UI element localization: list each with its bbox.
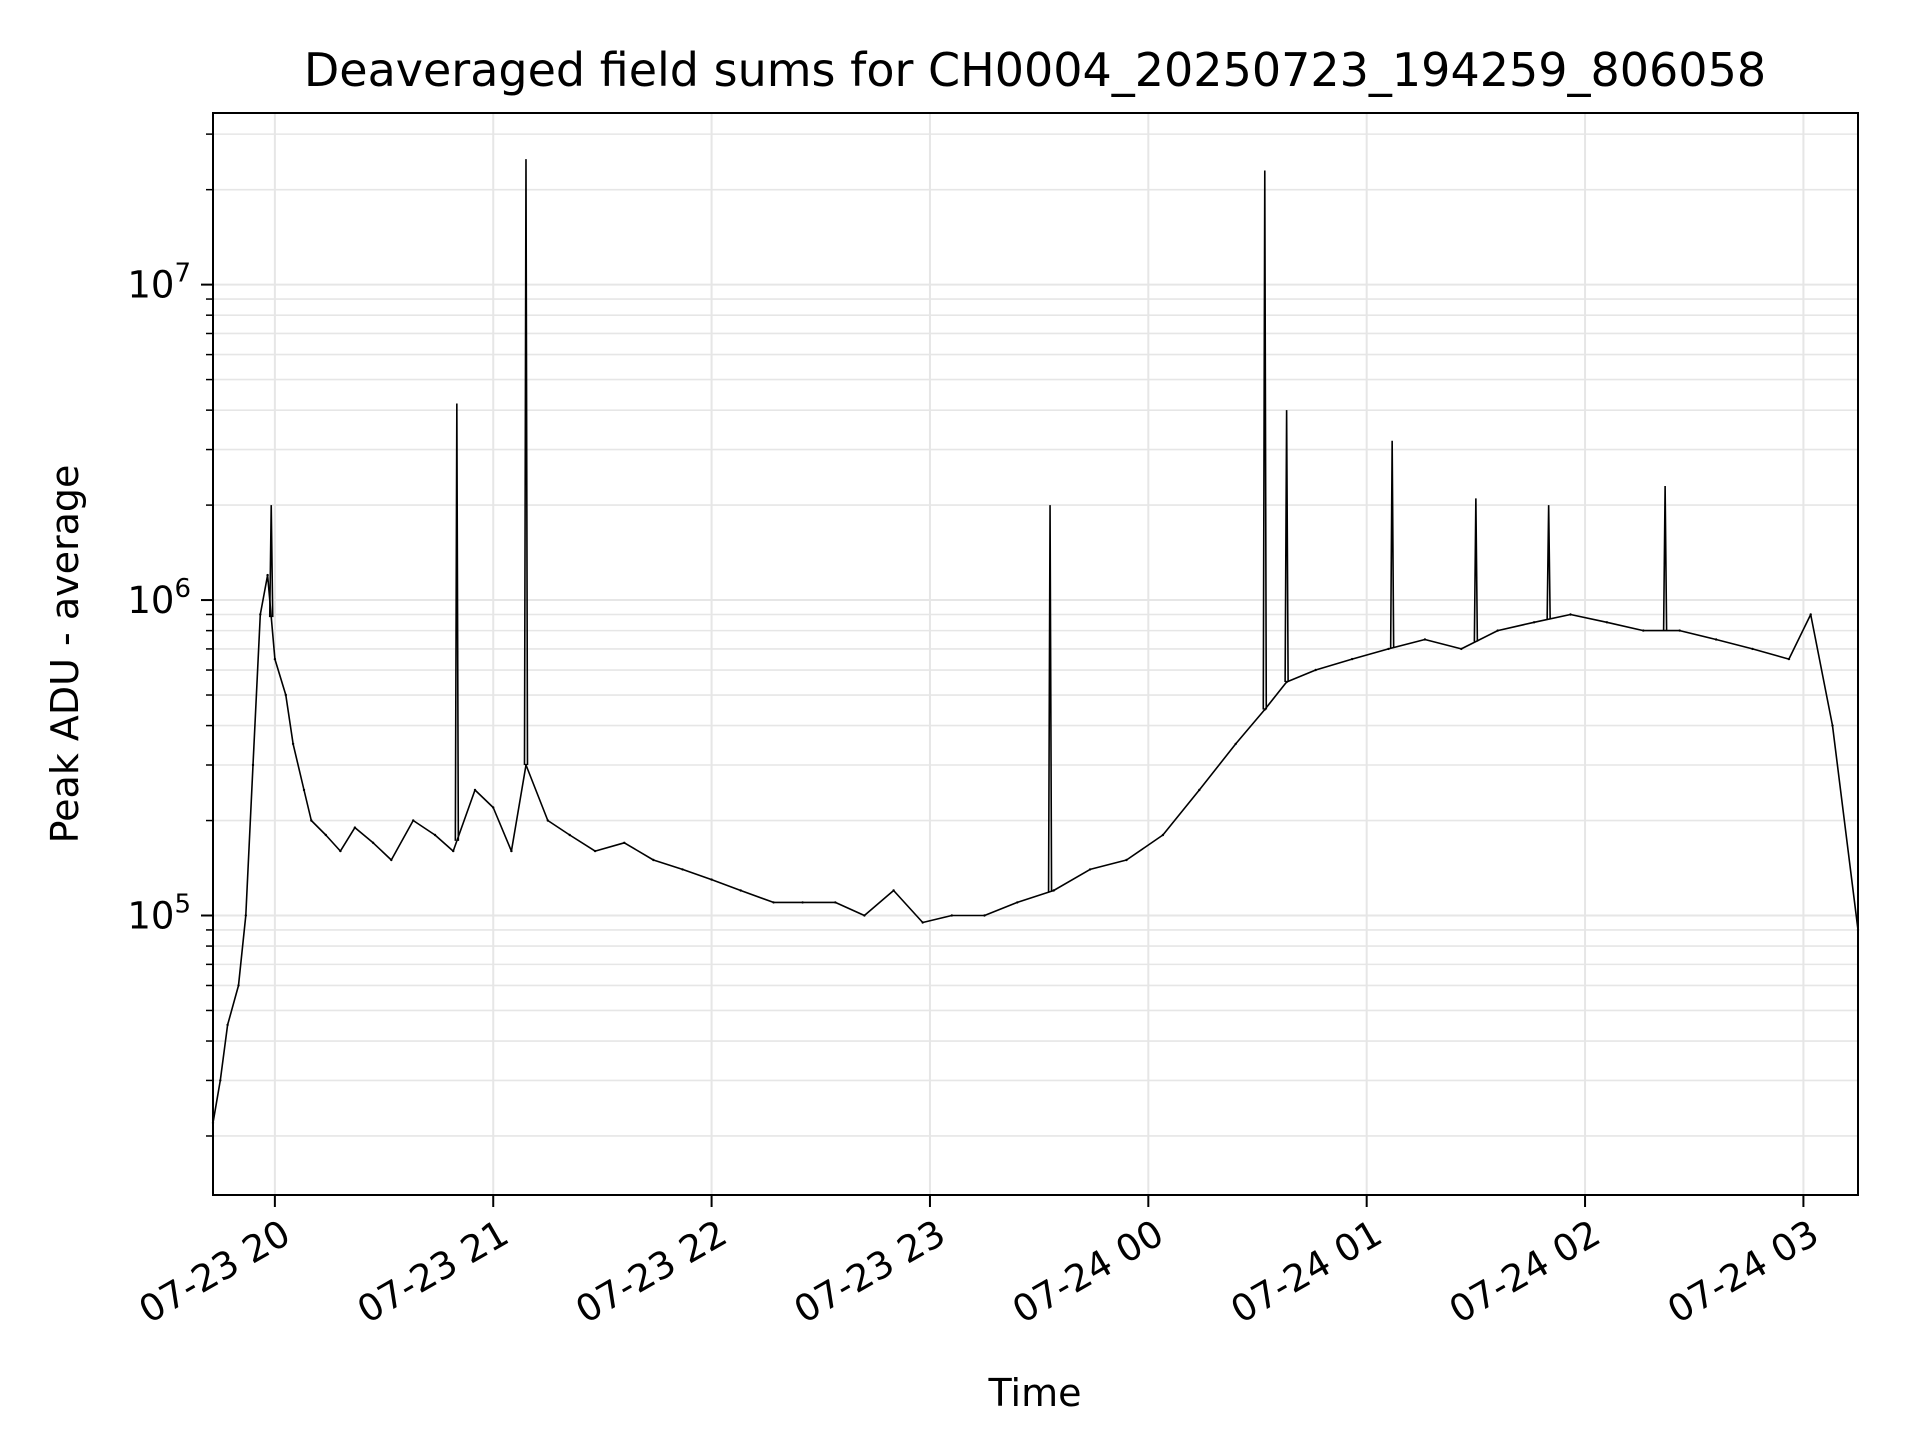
data-point xyxy=(390,858,393,862)
data-point xyxy=(1423,638,1427,641)
data-point xyxy=(473,788,477,792)
data-point xyxy=(1387,647,1390,651)
data-point xyxy=(546,819,549,822)
x-axis-label: Time xyxy=(988,1371,1082,1415)
data-point xyxy=(623,841,626,844)
data-point xyxy=(863,914,866,917)
spike-mark xyxy=(268,505,274,618)
spike-mark xyxy=(1546,505,1551,620)
data-point xyxy=(1016,901,1019,904)
data-point xyxy=(310,819,313,822)
data-point xyxy=(710,878,713,881)
data-point xyxy=(244,914,247,917)
data-point xyxy=(1569,613,1572,616)
data-point xyxy=(284,693,287,697)
data-point xyxy=(324,833,327,837)
y-tick-exponent: 5 xyxy=(174,890,191,920)
data-point xyxy=(950,914,953,917)
data-point xyxy=(259,613,262,616)
data-point xyxy=(593,849,597,853)
data-point xyxy=(291,742,295,746)
spike-mark xyxy=(1389,440,1395,648)
spike-mark xyxy=(1662,485,1668,631)
data-point xyxy=(237,984,240,987)
spike-mark xyxy=(1473,498,1479,642)
data-point xyxy=(1350,657,1354,661)
data-point xyxy=(652,858,655,862)
data-point xyxy=(1285,680,1288,684)
data-point xyxy=(510,849,513,853)
data-point xyxy=(273,657,277,661)
spike-mark xyxy=(523,159,529,766)
data-point xyxy=(371,841,375,844)
y-tick-label: 105 xyxy=(127,890,191,938)
spike-mark xyxy=(1262,170,1268,710)
data-point xyxy=(801,901,804,904)
spike-mark xyxy=(1047,505,1053,892)
data-point xyxy=(921,921,924,924)
grid xyxy=(213,113,1858,1195)
data-point xyxy=(226,1023,229,1027)
chart-title: Deaveraged field sums for CH0004_2025072… xyxy=(304,43,1766,97)
data-point xyxy=(892,889,895,892)
data-point xyxy=(1809,613,1812,616)
data-point xyxy=(1314,668,1317,672)
data-point xyxy=(834,901,837,904)
spike-mark xyxy=(454,403,460,841)
data-point xyxy=(1714,638,1718,641)
data-point xyxy=(1496,629,1499,632)
y-tick-label: 106 xyxy=(127,574,191,622)
data-point xyxy=(739,889,742,892)
data-point xyxy=(1751,647,1754,651)
data-point xyxy=(524,763,528,767)
data-point xyxy=(568,833,571,837)
data-point xyxy=(412,819,415,822)
data-point xyxy=(1052,889,1055,892)
data-point xyxy=(1263,708,1267,711)
data-point xyxy=(1532,621,1536,624)
data-point xyxy=(1161,833,1165,837)
data-point xyxy=(983,914,986,917)
data-point xyxy=(452,849,455,853)
spike-mark xyxy=(1284,410,1289,682)
data-point xyxy=(339,849,342,853)
data-point xyxy=(219,1079,222,1082)
y-tick-exponent: 6 xyxy=(174,574,191,604)
data-point xyxy=(266,573,269,577)
data-point xyxy=(1831,724,1834,727)
y-tick-base: 10 xyxy=(127,895,174,938)
y-axis-label: Peak ADU - average xyxy=(43,465,87,844)
data-point xyxy=(1678,629,1681,632)
data-point xyxy=(302,788,306,792)
data-point xyxy=(353,826,357,829)
data-point xyxy=(1642,629,1645,632)
data-point xyxy=(1088,868,1092,871)
data-point xyxy=(1605,621,1609,624)
data-point xyxy=(251,763,255,767)
data-point xyxy=(492,806,495,809)
data-point xyxy=(1234,742,1237,746)
data-point xyxy=(681,868,684,871)
data-point xyxy=(433,833,437,837)
y-tick-label: 107 xyxy=(127,259,191,307)
data-point xyxy=(1787,657,1791,661)
data-point xyxy=(1460,647,1463,651)
data-point xyxy=(772,901,775,904)
data-point xyxy=(1198,788,1201,792)
y-tick-exponent: 7 xyxy=(174,259,191,289)
data-point xyxy=(1125,858,1128,862)
series-group xyxy=(211,159,1860,1125)
y-tick-base: 10 xyxy=(127,264,174,307)
y-tick-base: 10 xyxy=(127,579,174,622)
plot-frame xyxy=(212,112,1859,1196)
